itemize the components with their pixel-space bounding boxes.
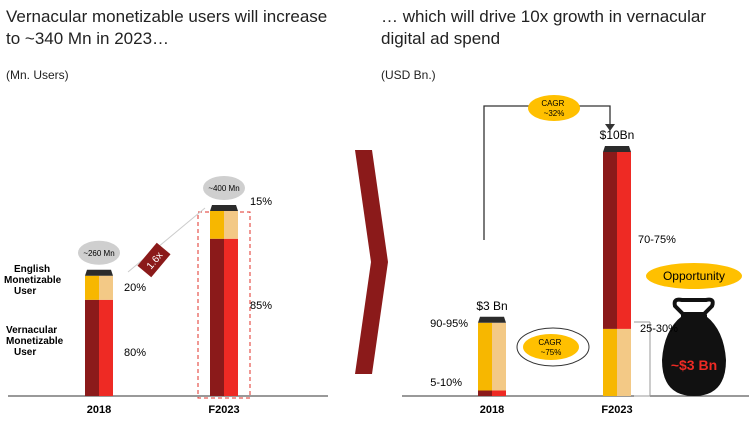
x-tick-F2023: F2023 <box>208 404 239 416</box>
english-pct-2018: 20% <box>124 282 146 294</box>
bar-cap-2018 <box>85 269 113 276</box>
total-bubble-2018 <box>78 240 120 265</box>
vernacular-pct-F2023: 85% <box>250 300 272 312</box>
chart-marks: 2018 ~260 Mn 20% 80% F2023 ~400 Mn 15% 85% 2018 $… <box>78 128 678 416</box>
transition-chevron-arrow <box>355 150 388 374</box>
segment-bottom-2018-left <box>478 390 492 396</box>
total-label-F2023: ~400 Mn <box>208 184 239 193</box>
opportunity-label: Opportunity <box>663 269 725 283</box>
cagr-top-label: CAGR ~32% <box>541 99 566 118</box>
segment-bottom-F2023-right <box>617 328 631 396</box>
english-bar-2018-left <box>85 275 99 300</box>
pct-label-f2023-top: 70-75% <box>638 234 676 246</box>
english-pct-F2023: 15% <box>250 196 272 208</box>
ad-x-tick-2018: 2018 <box>480 404 504 416</box>
english-bar-F2023-right <box>224 211 238 239</box>
left-headline: Vernacular monetizable users will increa… <box>6 7 328 48</box>
pct-label-2018-top: 90-95% <box>430 318 468 330</box>
ad-total-label-2018: $3 Bn <box>476 299 507 313</box>
vernacular-bar-2018-left <box>85 299 99 396</box>
legend-english: English Monetizable User <box>4 264 64 297</box>
bar-cap-F2023 <box>210 205 238 211</box>
vernacular-bar-2018-right <box>99 299 113 396</box>
multiplier-badge: 1.6x <box>137 242 171 278</box>
vernacular-pct-2018: 80% <box>124 347 146 359</box>
right-headline: … which will drive 10x growth in vernacu… <box>381 7 707 48</box>
ad-bar-cap-2018 <box>478 316 506 323</box>
bag-label: ~$3 Bn <box>671 357 717 373</box>
english-bar-F2023-left <box>210 211 224 239</box>
segment-top-F2023-left <box>603 152 617 329</box>
segment-bottom-2018-right <box>492 390 506 396</box>
right-unit: (USD Bn.) <box>381 68 436 82</box>
cagr-top-bubble <box>528 95 580 121</box>
legend-vernacular: Vernacular Monetizable User <box>6 325 66 358</box>
segment-top-2018-right <box>492 322 506 391</box>
english-bar-2018-right <box>99 275 113 300</box>
segment-top-2018-left <box>478 322 492 391</box>
ad-bar-cap-F2023 <box>603 146 631 152</box>
money-bag-icon <box>662 297 726 396</box>
segment-bottom-F2023-left <box>603 328 617 396</box>
cagr-arrowhead <box>605 124 615 131</box>
segment-top-F2023-right <box>617 152 631 329</box>
total-bubble-F2023 <box>203 176 245 200</box>
total-label-2018: ~260 Mn <box>83 249 114 258</box>
x-tick-2018: 2018 <box>87 404 111 416</box>
cagr-inner-bubble <box>523 334 579 360</box>
pct-label-f2023-bottom: 25-30% <box>640 323 678 335</box>
cagr-inner-label: CAGR ~75% <box>538 338 563 357</box>
growth-connector-line <box>127 207 206 273</box>
vernacular-bar-F2023-left <box>210 238 224 396</box>
cagr-connector-line <box>483 105 611 240</box>
ad-x-tick-F2023: F2023 <box>601 404 632 416</box>
pct-label-2018-bottom: 5-10% <box>430 377 462 389</box>
ad-total-label-F2023: $10Bn <box>600 128 635 142</box>
opportunity-pill <box>646 263 742 289</box>
vernacular-bar-F2023-right <box>224 238 238 396</box>
left-unit: (Mn. Users) <box>6 68 69 82</box>
